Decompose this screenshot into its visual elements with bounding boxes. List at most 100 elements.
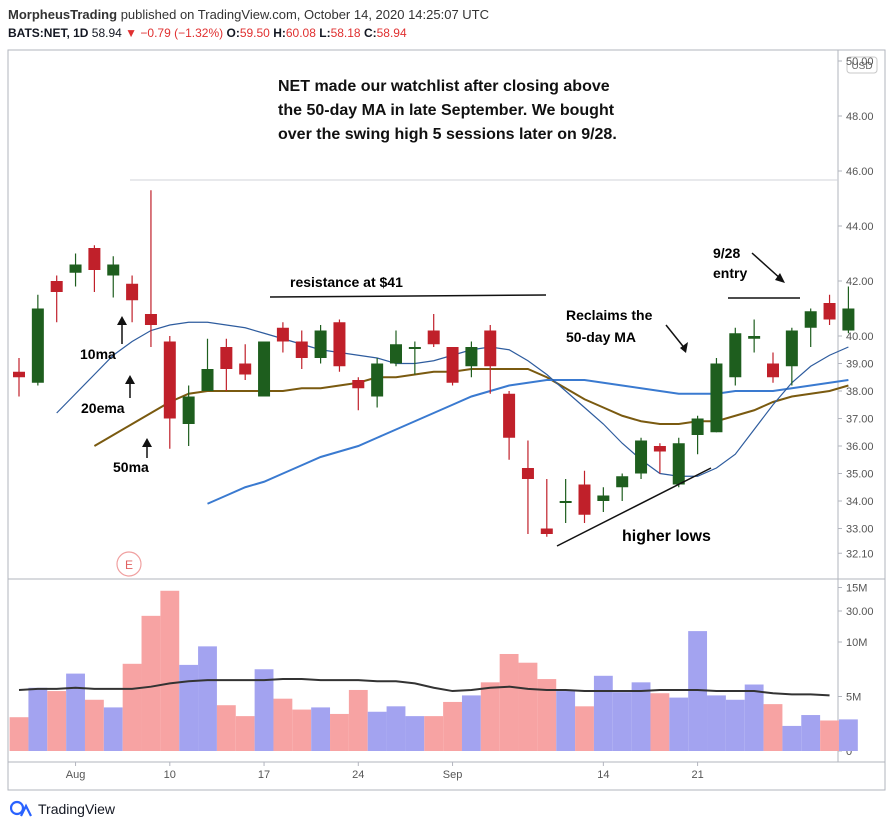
annotation-line-3: over the swing high 5 sessions later on … bbox=[278, 126, 617, 143]
time-tick-label: 24 bbox=[352, 769, 364, 781]
candle bbox=[540, 479, 553, 537]
candle bbox=[427, 314, 440, 347]
volume-bar bbox=[235, 716, 255, 751]
reclaims-arrowhead-icon bbox=[680, 342, 688, 353]
candle-body bbox=[182, 396, 195, 424]
candle bbox=[50, 275, 63, 323]
volume-tick-label: 10M bbox=[846, 637, 867, 649]
price-tick-label: 36.00 bbox=[846, 441, 874, 453]
volume-bar bbox=[612, 692, 632, 751]
volume-bar bbox=[198, 646, 217, 751]
price-tick-label: 46.00 bbox=[846, 166, 874, 178]
candle-body bbox=[239, 363, 252, 375]
symbol-info: BATS:NET, 1D 58.94 ▼ −0.79 (−1.32%) O:59… bbox=[8, 26, 407, 40]
price-tick-label: 42.00 bbox=[846, 276, 874, 288]
chart-frame bbox=[7, 49, 886, 791]
candle-body bbox=[540, 528, 553, 534]
volume-bar bbox=[575, 706, 594, 751]
candle bbox=[390, 330, 402, 367]
volume-bar bbox=[103, 707, 123, 751]
candle bbox=[13, 358, 25, 397]
volume-bar bbox=[461, 695, 481, 751]
candle-body bbox=[333, 322, 346, 367]
close-label: C: bbox=[363, 26, 377, 40]
candle bbox=[767, 352, 779, 383]
ma50-arrowhead-icon bbox=[142, 438, 152, 447]
candle bbox=[691, 415, 704, 455]
symbol-label: BATS:NET, 1D bbox=[8, 26, 89, 40]
candle bbox=[465, 341, 478, 378]
sma50-line bbox=[207, 379, 849, 505]
candle-body bbox=[748, 336, 761, 339]
candle-body bbox=[427, 330, 440, 345]
candle-body bbox=[785, 330, 798, 367]
entry-label-1: 9/28 bbox=[713, 245, 740, 261]
publisher-name[interactable]: MorpheusTrading bbox=[8, 7, 118, 22]
earnings-marker[interactable] bbox=[116, 551, 142, 577]
tradingview-logo[interactable]: TradingView bbox=[10, 798, 115, 820]
time-axis: Aug 10 17 24 Sep 14 21 bbox=[66, 762, 704, 781]
open-label: O: bbox=[226, 26, 240, 40]
ma50-label: 50ma bbox=[113, 459, 149, 475]
currency-badge[interactable] bbox=[846, 56, 878, 74]
candle bbox=[842, 286, 855, 334]
candle bbox=[182, 385, 195, 446]
candle bbox=[352, 377, 365, 411]
candle-body bbox=[484, 330, 497, 367]
candle-body bbox=[521, 468, 534, 479]
candle bbox=[333, 319, 346, 372]
volume-bar bbox=[66, 673, 85, 751]
candle-body bbox=[804, 311, 817, 328]
annotation-main: NET made our watchlist after closing abo… bbox=[278, 78, 617, 143]
candle bbox=[521, 440, 534, 534]
resistance-line bbox=[269, 294, 547, 298]
candle bbox=[578, 470, 591, 523]
candle bbox=[163, 336, 176, 449]
published-text: published on TradingView.com, October 14… bbox=[120, 7, 490, 22]
volume-bar bbox=[254, 669, 274, 751]
volume-bar bbox=[122, 663, 142, 751]
volume-bar bbox=[631, 682, 651, 751]
volume-bars bbox=[9, 590, 858, 751]
candle-body bbox=[672, 443, 685, 485]
price-tick-label: 34.00 bbox=[846, 496, 874, 508]
candle-body bbox=[276, 327, 289, 342]
annotation-line-2: the 50-day MA in late September. We boug… bbox=[278, 102, 615, 119]
candle bbox=[559, 479, 572, 523]
candle bbox=[672, 437, 685, 488]
volume-bar bbox=[386, 706, 406, 751]
candle-body bbox=[163, 341, 176, 419]
volume-bar bbox=[537, 679, 557, 751]
candle-body bbox=[201, 369, 214, 391]
tradingview-logo-text: TradingView bbox=[38, 801, 116, 817]
candle-body bbox=[390, 344, 402, 364]
volume-bar bbox=[311, 707, 331, 751]
candle-body bbox=[295, 341, 308, 358]
volume-axis: 15M 10M 5M 0 bbox=[838, 583, 867, 758]
volume-bar bbox=[801, 715, 821, 751]
candle-body bbox=[710, 363, 723, 433]
price-tick-label: 48.00 bbox=[846, 111, 874, 123]
high-value: 60.08 bbox=[285, 26, 316, 40]
ma10-label: 10ma bbox=[80, 346, 116, 362]
candle-body bbox=[31, 308, 44, 383]
entry-label-2: entry bbox=[713, 265, 747, 281]
volume-bar bbox=[405, 716, 425, 751]
candle bbox=[748, 319, 761, 353]
candle bbox=[201, 338, 214, 391]
low-label: L: bbox=[319, 26, 331, 40]
candle-body bbox=[69, 264, 82, 273]
candle-body bbox=[823, 303, 836, 320]
volume-bar bbox=[820, 720, 839, 751]
candles bbox=[13, 190, 855, 537]
candle bbox=[503, 391, 516, 460]
candle bbox=[616, 473, 629, 501]
volume-bar bbox=[47, 691, 67, 751]
volume-bar bbox=[443, 701, 462, 751]
candle bbox=[239, 344, 252, 380]
high-label: H: bbox=[273, 26, 286, 40]
volume-bar bbox=[556, 691, 576, 751]
candle-body bbox=[408, 347, 421, 349]
candle bbox=[597, 487, 610, 512]
